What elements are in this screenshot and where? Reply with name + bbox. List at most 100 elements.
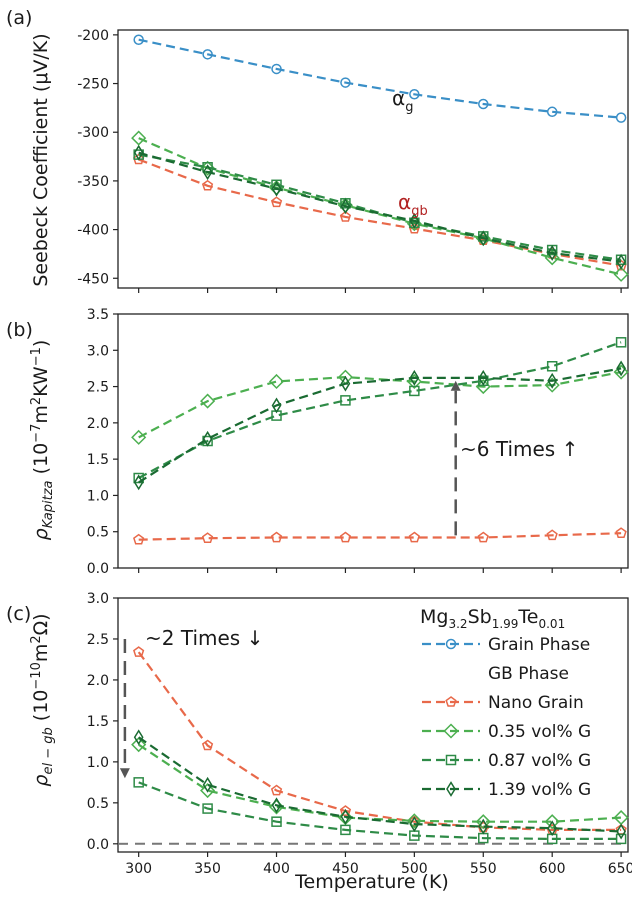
panel-1-ytick-label-2: 1.0 — [87, 488, 109, 504]
panel-0-ytick-label-4: -400 — [77, 223, 109, 239]
panel-2-series-g139-point-4 — [409, 816, 420, 833]
panel-1-series-g139-point-2 — [271, 397, 282, 414]
panel-0-series-g139-point-0 — [133, 144, 144, 161]
panel-0-series-g035-line — [138, 137, 622, 276]
legend-title-sub2: 1.99 — [492, 617, 519, 631]
panel-1-series-g035-point-0 — [131, 429, 147, 445]
panel-2-series-g139-point-3 — [340, 808, 351, 825]
panel-2-series-g087-point-1 — [202, 803, 213, 814]
panel-b-ylabel-sup2: 2 — [29, 397, 44, 405]
panel-1-series-g087-point-7 — [615, 337, 627, 348]
legend-marker-g087 — [445, 754, 457, 766]
panel-c-ylabel-rest: (10 — [30, 690, 52, 728]
panel-1-series-g139-line — [138, 367, 622, 484]
panel-1-series-nano-point-5 — [477, 531, 489, 543]
panel-2-series-g087-point-2 — [271, 816, 282, 827]
panel-1-series-g139-point-6 — [547, 372, 558, 389]
panel-0-series-grain-point-2 — [271, 63, 282, 75]
panel-1-series-g087-line — [138, 341, 622, 479]
panel-1-arrow-head — [450, 380, 461, 391]
panel-1-series-nano-point-6 — [546, 529, 558, 541]
panel-0-series-grain-point-0 — [133, 34, 144, 45]
legend-entry-1: GB Phase — [488, 664, 569, 684]
panel-2-series-g035-line — [138, 743, 622, 823]
panel-0-series-g139-point-4 — [409, 212, 420, 229]
panel-c-label: (c) — [6, 603, 31, 625]
panel-c-ylabel-end: Ω) — [30, 613, 52, 635]
alpha-g-label: αg — [392, 86, 413, 115]
panel-2-series-g139-point-1 — [202, 776, 213, 793]
panel-1-ytick-label-3: 1.5 — [87, 452, 109, 468]
panel-2-series-g139-point-6 — [547, 820, 558, 837]
panel-1-ytick-label-7: 3.5 — [87, 307, 109, 323]
panel-1-series-g087-point-4 — [409, 385, 420, 397]
panel-2-series-g087-point-7 — [615, 833, 627, 845]
panel-b-ylabel-mid: m — [30, 405, 52, 424]
panel-1-series-g035-line — [138, 371, 622, 439]
panel-0-series-g139-point-2 — [271, 180, 282, 197]
six-times-annotation: ~6 Times ↑ — [460, 437, 578, 461]
panel-1-series-g035-point-7 — [613, 364, 629, 380]
xtick-label-1: 350 — [194, 861, 221, 877]
panel-0-series-g035-point-6 — [544, 250, 560, 266]
panel-1-series-g035-point-2 — [268, 373, 285, 390]
panel-0-series-grain-point-6 — [546, 106, 558, 118]
panel-2-series-g087-line — [138, 781, 622, 841]
panel-1-series-g035-point-6 — [544, 377, 560, 393]
panel-0-ytick-label-5: -450 — [77, 271, 109, 287]
panel-c-ylabel-sup2: 2 — [29, 635, 44, 643]
xtick-label-5: 550 — [470, 861, 497, 877]
alpha-g-sub: g — [405, 100, 413, 115]
alpha-g-main: α — [392, 86, 405, 110]
panel-1-series-nano-point-0 — [133, 533, 145, 545]
legend-entry-3: 0.35 vol% G — [488, 722, 591, 742]
panel-1-series-g139-point-5 — [478, 369, 489, 386]
panel-2-series-nano-point-1 — [201, 739, 214, 751]
panel-b-ylabel-sup3: −1 — [29, 347, 44, 366]
legend-entry-4: 0.87 vol% G — [488, 751, 591, 771]
legend-title-sub1: 3.2 — [448, 617, 467, 631]
panel-c-ylabel-sub: el − gb — [41, 727, 56, 774]
panel-2-arrow-head — [119, 768, 130, 779]
panel-2-series-nano-point-2 — [270, 784, 283, 796]
panel-2-series-nano-point-0 — [133, 646, 145, 657]
legend-entry-5: 1.39 vol% G — [488, 780, 591, 800]
panel-2-series-g087-point-0 — [133, 777, 144, 788]
panel-1-series-g139-point-4 — [409, 369, 420, 386]
panel-2-series-g035-point-6 — [544, 814, 560, 830]
panel-b-label: (b) — [6, 319, 33, 341]
panel-0-series-g139-point-3 — [340, 198, 351, 215]
xtick-label-0: 300 — [125, 861, 152, 877]
panel-1-series-g139-point-0 — [133, 474, 144, 491]
legend: Mg3.2Sb1.99Te0.01 Grain Phase GB Phase Nan… — [420, 606, 591, 800]
panel-0-series-g139-point-5 — [478, 230, 489, 247]
panel-c-ylabel-rho: ρ — [30, 775, 52, 787]
legend-title: Mg3.2Sb1.99Te0.01 — [420, 606, 565, 631]
panel-0-ytick-label-3: -350 — [77, 174, 109, 190]
panel-0-series-g139-point-7 — [616, 253, 626, 270]
panel-c: 0.0 0.5 1.0 1.5 2.0 2.5 3.0 300 350 400 450 500 550 6… — [87, 591, 632, 877]
panel-2-series-nano-line — [137, 651, 622, 832]
panel-0-series-grain-point-1 — [202, 49, 213, 60]
legend-title-mg: Mg — [420, 606, 448, 628]
panel-1-series-nano-point-7 — [615, 527, 627, 538]
panel-0-series-grain-line — [138, 38, 622, 119]
panel-1-series-g087-point-3 — [340, 395, 351, 406]
panel-2-series-g139-point-5 — [478, 818, 489, 835]
panel-c-ylabel: ρel − gb (10−10m2Ω) — [29, 613, 56, 786]
panel-1-series-g139-point-1 — [202, 430, 213, 447]
panel-b: 0.0 0.5 1.0 1.5 2.0 2.5 3.0 3.5 — [87, 307, 629, 577]
panel-a-label: (a) — [6, 7, 32, 29]
panel-0-series-g139-point-1 — [202, 164, 213, 181]
panel-b-ylabel-end: ) — [30, 340, 52, 347]
panel-b-ylabel-rho: ρ — [30, 528, 52, 540]
panel-0-ytick-label-1: -250 — [77, 77, 109, 93]
panel-1-series-g139-point-3 — [340, 375, 351, 392]
panel-2-ytick-label-3: 1.5 — [87, 714, 109, 730]
panel-2-series-g139-point-0 — [133, 729, 144, 746]
legend-title-sub3: 0.01 — [538, 617, 565, 631]
panel-1-frame — [117, 313, 629, 569]
panel-2-ytick-label-4: 2.0 — [87, 673, 109, 689]
panel-1-series-nano-line — [138, 532, 622, 541]
